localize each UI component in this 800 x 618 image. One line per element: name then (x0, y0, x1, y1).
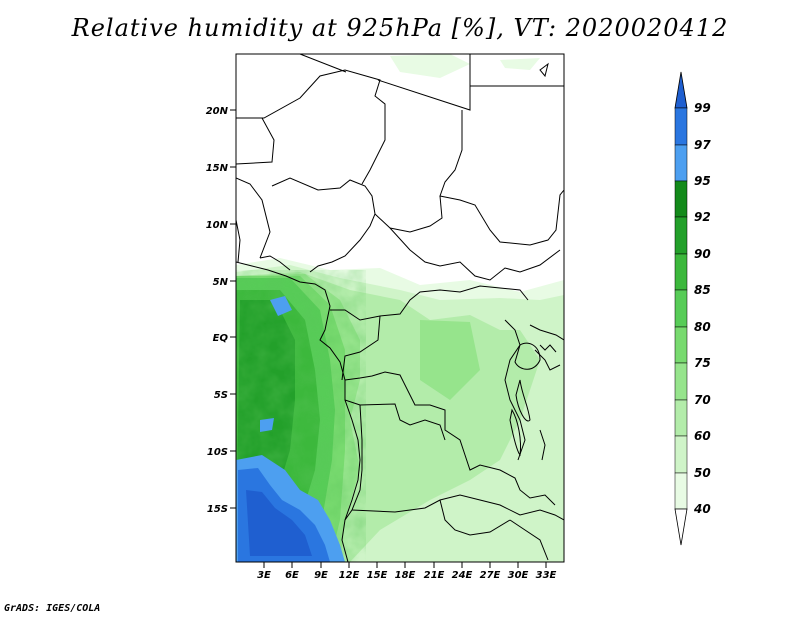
svg-text:15N: 15N (206, 163, 229, 174)
colorbar-label: 40 (693, 502, 711, 516)
lon-label: 15E (367, 562, 388, 581)
svg-text:18E: 18E (395, 570, 416, 581)
colorbar-segment (674, 144, 688, 182)
lon-label: 27E (480, 562, 501, 581)
longitude-axis: 3E 6E 9E 12E 15E 18E 21E 24E 27E 30E 33E (257, 562, 557, 581)
svg-text:10N: 10N (206, 220, 229, 231)
colorbar-label: 70 (694, 393, 711, 407)
colorbar-segment (674, 289, 688, 328)
svg-text:33E: 33E (536, 570, 557, 581)
colorbar-label: 90 (694, 247, 711, 261)
lat-label: 10S (207, 447, 236, 458)
lon-label: 6E (285, 562, 299, 581)
lon-label: 18E (395, 562, 416, 581)
colorbar-label: 92 (694, 210, 711, 224)
svg-text:24E: 24E (452, 570, 473, 581)
colorbar-label: 97 (694, 138, 711, 152)
lat-label: 5S (214, 390, 236, 401)
lat-label: 15S (207, 504, 236, 515)
map-title: Relative humidity at 925hPa [%], VT: 202… (71, 14, 729, 42)
svg-text:10S: 10S (207, 447, 228, 458)
colorbar-segment (674, 435, 688, 474)
colorbar-label: 50 (694, 466, 711, 480)
colorbar-label: 80 (694, 320, 711, 334)
svg-text:21E: 21E (424, 570, 445, 581)
lat-label: EQ (213, 333, 236, 344)
colorbar-segment (674, 107, 688, 146)
latitude-axis: 20N 15N 10N 5N EQ 5S 10S 15S (206, 106, 236, 515)
svg-text:5N: 5N (213, 277, 229, 288)
lat-label: 10N (206, 220, 236, 231)
humidity-field (236, 54, 564, 562)
svg-text:15E: 15E (367, 570, 388, 581)
lon-label: 30E (508, 562, 529, 581)
lon-label: 12E (339, 562, 360, 581)
colorbar-arrow-top (674, 71, 688, 109)
colorbar-segment (674, 180, 688, 218)
svg-text:15S: 15S (207, 504, 228, 515)
coastline (236, 62, 549, 562)
colorbar-label: 60 (694, 429, 711, 443)
colorbar-arrow-bottom (674, 508, 688, 546)
lon-label: 24E (452, 562, 473, 581)
lon-label: 9E (314, 562, 328, 581)
colorbar-segment (674, 362, 688, 401)
lat-label: 15N (206, 163, 236, 174)
colorbar-segment (674, 253, 688, 291)
svg-text:6E: 6E (285, 570, 299, 581)
lon-label: 33E (536, 562, 557, 581)
colorbar-segment (674, 399, 688, 437)
colorbar: 99 97 95 92 90 85 80 75 70 60 50 40 (674, 71, 711, 546)
svg-text:27E: 27E (480, 570, 501, 581)
colorbar-segment (674, 472, 688, 510)
colorbar-label: 75 (694, 356, 711, 370)
svg-text:20N: 20N (206, 106, 229, 117)
grads-credit: GrADS: IGES/COLA (4, 603, 101, 614)
lon-label: 21E (424, 562, 445, 581)
svg-text:5S: 5S (214, 390, 228, 401)
svg-text:3E: 3E (257, 570, 271, 581)
map-frame (235, 53, 565, 563)
colorbar-label: 85 (694, 283, 711, 297)
lakes (259, 255, 557, 461)
svg-text:EQ: EQ (213, 333, 229, 344)
colorbar-label: 99 (694, 101, 711, 115)
lat-label: 20N (206, 106, 236, 117)
country-borders (236, 54, 564, 561)
colorbar-segment (674, 326, 688, 364)
svg-text:9E: 9E (314, 570, 328, 581)
svg-text:30E: 30E (508, 570, 529, 581)
lat-label: 5N (213, 277, 236, 288)
svg-text:12E: 12E (339, 570, 360, 581)
colorbar-segment (674, 216, 688, 255)
colorbar-label: 95 (694, 174, 711, 188)
lon-label: 3E (257, 562, 271, 581)
